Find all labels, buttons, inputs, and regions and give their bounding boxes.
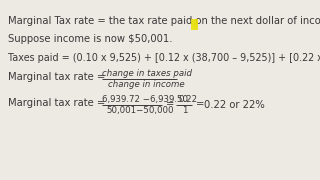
Text: change in taxes paid: change in taxes paid (102, 69, 192, 78)
Text: 6,939.72 −6,939.50: 6,939.72 −6,939.50 (102, 95, 188, 104)
Text: 50,001−50,000: 50,001−50,000 (106, 106, 173, 115)
Text: =: = (166, 100, 174, 109)
Text: Suppose income is now $50,001.: Suppose income is now $50,001. (8, 34, 172, 44)
Text: Taxes paid = (0.10 x 9,525) + [0.12 x (38,700 – 9,525)] + [0.22 x (50,001 – 3870: Taxes paid = (0.10 x 9,525) + [0.12 x (3… (8, 53, 320, 63)
Text: b: b (192, 20, 197, 29)
Text: Marginal Tax rate = the tax rate paid on the next dollar of income.: Marginal Tax rate = the tax rate paid on… (8, 16, 320, 26)
Text: 1: 1 (182, 106, 188, 115)
Text: =: = (196, 100, 204, 109)
Text: 0.22: 0.22 (178, 95, 197, 104)
Text: Marginal tax rate =: Marginal tax rate = (8, 98, 105, 108)
Text: Marginal tax rate =: Marginal tax rate = (8, 72, 105, 82)
Text: change in income: change in income (108, 80, 185, 89)
Text: 0.22 or 22%: 0.22 or 22% (204, 100, 265, 109)
